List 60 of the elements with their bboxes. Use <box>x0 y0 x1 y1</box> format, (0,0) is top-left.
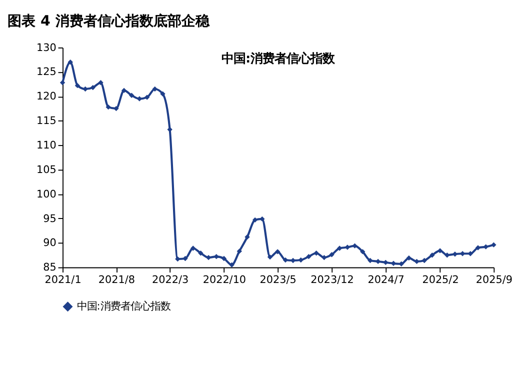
y-tick-label: 115 <box>36 115 56 128</box>
point <box>275 249 280 254</box>
point <box>306 254 312 260</box>
point <box>114 106 119 112</box>
point <box>182 256 188 262</box>
point <box>298 257 304 263</box>
point <box>152 86 158 92</box>
point <box>221 256 227 262</box>
chart-subtitle: 中国:消费者信心指数 <box>222 52 336 66</box>
point <box>430 252 435 258</box>
point <box>198 250 204 256</box>
point <box>267 254 273 260</box>
point <box>90 84 96 90</box>
x-tick-label: 2021/8 <box>98 274 135 286</box>
point <box>368 258 373 264</box>
point <box>383 260 388 266</box>
point <box>98 80 104 86</box>
point <box>314 250 319 256</box>
point <box>236 248 242 254</box>
point <box>60 80 66 86</box>
x-tick-label: 2021/1 <box>44 274 82 286</box>
point <box>483 244 488 250</box>
y-tick-label: 85 <box>43 262 56 274</box>
point <box>144 94 150 100</box>
x-tick-label: 2025/9 <box>476 274 512 286</box>
legend-label: 中国:消费者信心指数 <box>76 300 170 312</box>
point <box>82 86 88 92</box>
point <box>491 242 496 248</box>
point <box>190 246 196 251</box>
point <box>414 258 420 264</box>
point <box>336 246 342 251</box>
chart-title: 图表 4 消费者信心指数底部企稳 <box>8 12 210 30</box>
x-tick-label: 2022/10 <box>202 274 246 286</box>
point <box>121 88 127 94</box>
point <box>106 104 111 110</box>
x-tick-label: 2025/2 <box>422 274 459 286</box>
y-tick-label: 120 <box>36 90 56 103</box>
x-tick-label: 2024/7 <box>368 274 404 286</box>
x-tick-label: 2023/12 <box>310 274 354 286</box>
y-tick-label: 95 <box>43 212 56 225</box>
point <box>422 258 427 264</box>
point <box>74 82 80 88</box>
point <box>229 262 234 268</box>
y-tick-label: 105 <box>36 164 56 176</box>
point <box>244 234 250 240</box>
y-tick-label: 100 <box>36 188 56 200</box>
y-tick-label: 90 <box>43 237 56 250</box>
point <box>160 91 166 96</box>
x-tick-label: 2022/3 <box>152 274 189 286</box>
y-tick-label: 125 <box>36 66 56 78</box>
point <box>437 248 443 254</box>
point <box>406 255 412 261</box>
y-tick-label: 110 <box>36 139 56 152</box>
x-tick-label: 2023/5 <box>260 274 296 286</box>
point <box>329 252 334 258</box>
point <box>360 249 366 254</box>
point <box>68 60 73 65</box>
point <box>129 92 134 98</box>
point <box>322 254 327 260</box>
y-tick-label: 130 <box>36 42 56 54</box>
